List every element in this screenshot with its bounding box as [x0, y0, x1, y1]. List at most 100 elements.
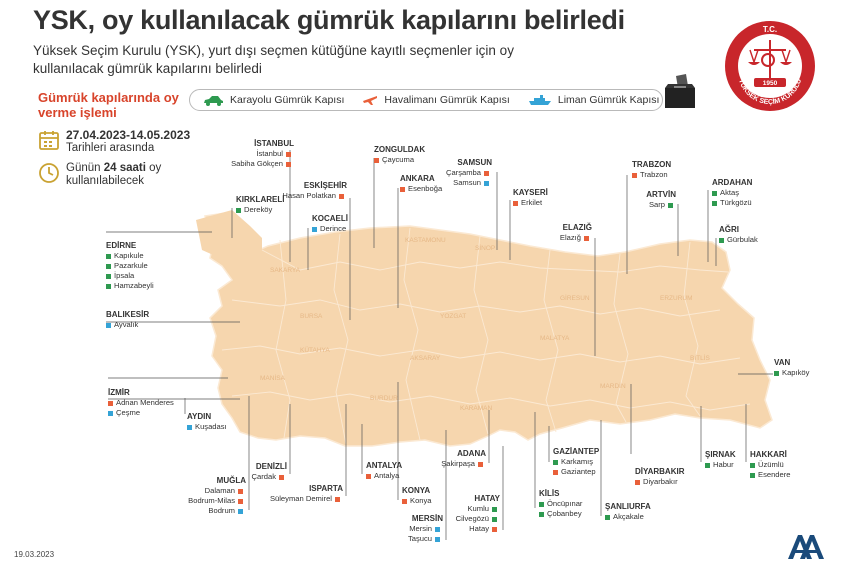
gate-item: Sabiha Gökçen [231, 159, 294, 169]
province-label-ardahan: ARDAHAN Aktaş Türkgözü [712, 178, 752, 208]
road-gate-marker-icon [712, 190, 717, 196]
svg-text:MARDİN: MARDİN [600, 381, 626, 390]
gate-item: Mersin [408, 524, 443, 534]
province-name: KAYSERİ [513, 188, 548, 197]
seal-top-text: T.C. [763, 25, 777, 34]
province-label-trabzon: TRABZON Trabzon [632, 160, 671, 180]
province-name: KIRKLARELİ [236, 195, 285, 204]
gate-item: Çardak [252, 472, 287, 482]
province-label-edirne: EDİRNE Kapıkule Pazarkule İpsala Hamzabeyli [106, 241, 154, 291]
air-gate-marker-icon [584, 235, 589, 241]
gate-item: Süleyman Demirel [270, 494, 343, 504]
province-name: AYDIN [187, 412, 212, 421]
province-label-konya: KONYA Konya [402, 486, 432, 506]
province-label-aydin: AYDIN Kuşadası [187, 412, 227, 432]
province-name: SAMSUN [457, 158, 492, 167]
province-name: KİLİS [539, 489, 560, 498]
gate-item: Adnan Menderes [108, 398, 174, 408]
road-gate-marker-icon [539, 511, 544, 517]
gate-item: Gürbulak [719, 235, 758, 245]
province-label-hakkari: HAKKARİ Üzümlü Esendere [750, 450, 791, 480]
gate-name: Sarp [648, 200, 665, 209]
province-label-elazig: ELAZIĞ Elazığ [560, 223, 592, 243]
svg-text:BURSA: BURSA [300, 313, 323, 320]
svg-text:MALATYA: MALATYA [540, 335, 570, 342]
road-gate-marker-icon [750, 472, 755, 478]
air-gate-marker-icon [632, 172, 637, 178]
gate-name: Karkamış [561, 457, 594, 466]
road-gate-marker-icon [668, 202, 673, 208]
sea-gate-marker-icon [187, 424, 192, 430]
gate-name: Çardak [251, 472, 276, 481]
air-gate-marker-icon [279, 474, 284, 480]
gate-item: Bodrum [188, 506, 246, 516]
air-gate-marker-icon [238, 498, 243, 504]
gate-name: Elazığ [559, 233, 581, 242]
thrace-region [196, 210, 262, 262]
province-name: KOCAELİ [312, 214, 348, 223]
gate-name: Kumlu [467, 504, 489, 513]
province-label-ankara: ANKARA Esenboğa [400, 174, 442, 194]
province-name: ESKİŞEHİR [303, 181, 347, 190]
gate-name: Aktaş [720, 188, 739, 197]
province-name: VAN [774, 358, 791, 367]
gate-name: Gaziantep [561, 467, 596, 476]
hours-info: Günün 24 saati oy kullanılabilecek [38, 162, 196, 188]
svg-text:BİTLİS: BİTLİS [690, 353, 711, 362]
gate-item: Elazığ [560, 233, 592, 243]
gate-name: Türkgözü [720, 198, 752, 207]
legend-air-label: Havalimanı Gümrük Kapısı [384, 94, 510, 106]
clock-icon [39, 163, 59, 183]
gate-item: Çobanbey [539, 509, 582, 519]
sea-gate-marker-icon [312, 226, 317, 232]
svg-text:KÜTAHYA: KÜTAHYA [300, 346, 330, 354]
gate-item: Derince [312, 224, 348, 234]
gate-item: Kapıkule [106, 251, 154, 261]
gate-name: Süleyman Demirel [269, 494, 332, 503]
air-gate-marker-icon [484, 170, 489, 176]
gate-item: Erkilet [513, 198, 548, 208]
gate-item: Gaziantep [553, 467, 599, 477]
gate-name: Adnan Menderes [116, 398, 174, 407]
hours-bold: 24 saati [103, 162, 146, 174]
province-label-kilis: KİLİS Öncüpınar Çobanbey [539, 489, 582, 519]
date-note: Tarihleri arasında [66, 142, 155, 154]
gate-name: Çobanbey [547, 509, 582, 518]
svg-text:SAKARYA: SAKARYA [270, 267, 301, 274]
gate-name: Pazarkule [114, 261, 148, 270]
gate-name: Erkilet [521, 198, 543, 207]
gate-item: Trabzon [632, 170, 671, 180]
ballot-box-icon [665, 74, 695, 108]
sea-gate-marker-icon [238, 508, 243, 514]
gate-item: Kapıköy [774, 368, 809, 378]
sea-gate-marker-icon [435, 536, 440, 542]
road-gate-marker-icon [106, 283, 111, 289]
road-gate-marker-icon [712, 200, 717, 206]
legend-sea-label: Liman Gümrük Kapısı [557, 94, 660, 106]
air-gate-marker-icon [238, 488, 243, 494]
gate-name: Bodrum-Milas [188, 496, 235, 505]
gate-item: Ayvalık [106, 320, 149, 330]
gate-name: Ayvalık [114, 320, 139, 329]
air-gate-marker-icon [286, 151, 291, 157]
hours-pre: Günün [66, 162, 104, 174]
gate-item: Pazarkule [106, 261, 154, 271]
province-name: DİYARBAKIR [635, 467, 685, 476]
car-icon [204, 95, 223, 106]
road-gate-marker-icon [106, 263, 111, 269]
air-gate-marker-icon [400, 186, 405, 192]
province-label-izmir: İZMİR Adnan Menderes Çeşme [108, 388, 174, 418]
province-name: MUĞLA [216, 476, 246, 485]
gate-item: Hamzabeyli [106, 281, 154, 291]
gate-item: Bodrum-Milas [188, 496, 246, 506]
gate-name: Dereköy [244, 205, 273, 214]
gate-name: Habur [713, 460, 734, 469]
province-name: ANKARA [400, 174, 435, 183]
gate-name: Üzümlü [758, 460, 784, 469]
province-name: ARTVİN [646, 190, 676, 199]
gate-item: İstanbul [231, 149, 294, 159]
road-gate-marker-icon [605, 514, 610, 520]
gate-item: Türkgözü [712, 198, 752, 208]
svg-text:AKSARAY: AKSARAY [410, 355, 441, 362]
province-name: ISPARTA [309, 484, 343, 493]
